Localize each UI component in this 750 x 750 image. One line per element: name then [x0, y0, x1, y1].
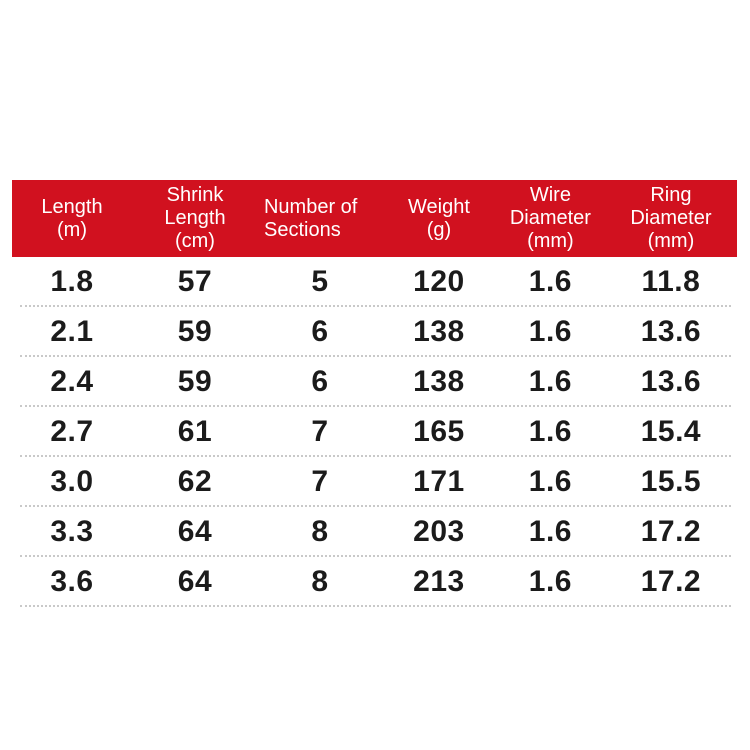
table-cell: 8	[311, 515, 329, 548]
table-row: 3.6 64 8 213 1.6 17.2	[12, 557, 737, 607]
table-cell: 17.2	[640, 515, 702, 548]
table-cell: 13.6	[640, 365, 702, 398]
table-cell: 2.4	[50, 365, 94, 398]
table-cell: 62	[177, 465, 213, 498]
col-header-wire-diameter: Wire Diameter (mm)	[509, 184, 591, 252]
table-row: 2.4 59 6 138 1.6 13.6	[12, 357, 737, 407]
table-cell: 1.6	[528, 265, 572, 298]
table-cell: 138	[413, 365, 465, 398]
table-row: 2.7 61 7 165 1.6 15.4	[12, 407, 737, 457]
table-cell: 6	[311, 315, 329, 348]
spec-table: Length (m) Shrink Length (cm) Number of …	[12, 180, 737, 607]
table-cell: 165	[413, 415, 465, 448]
table-cell: 7	[311, 465, 329, 498]
table-row: 3.3 64 8 203 1.6 17.2	[12, 507, 737, 557]
table-cell: 7	[311, 415, 329, 448]
table-cell: 203	[413, 515, 465, 548]
table-cell: 15.4	[640, 415, 702, 448]
table-cell: 64	[177, 565, 213, 598]
table-row: 3.0 62 7 171 1.6 15.5	[12, 457, 737, 507]
table-cell: 1.6	[528, 415, 572, 448]
table-cell: 138	[413, 315, 465, 348]
table-header: Length (m) Shrink Length (cm) Number of …	[12, 180, 737, 257]
table-cell: 3.6	[50, 565, 94, 598]
table-cell: 5	[311, 265, 329, 298]
col-header-sections: Number of Sections	[263, 195, 358, 241]
col-header-length: Length (m)	[41, 195, 103, 241]
table-row: 2.1 59 6 138 1.6 13.6	[12, 307, 737, 357]
table-cell: 1.6	[528, 365, 572, 398]
table-cell: 59	[177, 315, 213, 348]
table-cell: 8	[311, 565, 329, 598]
table-cell: 59	[177, 365, 213, 398]
table-cell: 11.8	[641, 265, 701, 298]
col-header-shrink-length: Shrink Length (cm)	[164, 184, 226, 252]
table-body: 1.8 57 5 120 1.6 11.8 2.1 59 6 138 1.6 1…	[12, 257, 737, 607]
col-header-weight: Weight (g)	[407, 195, 470, 241]
table-cell: 1.8	[50, 265, 94, 298]
table-cell: 2.1	[50, 315, 94, 348]
table-cell: 171	[413, 465, 465, 498]
table-cell: 64	[177, 515, 213, 548]
table-cell: 1.6	[528, 465, 572, 498]
table-cell: 1.6	[528, 515, 572, 548]
table-cell: 17.2	[640, 565, 702, 598]
table-cell: 1.6	[528, 565, 572, 598]
table-cell: 61	[177, 415, 213, 448]
table-cell: 15.5	[640, 465, 702, 498]
col-header-ring-diameter: Ring Diameter (mm)	[630, 184, 712, 252]
table-cell: 57	[177, 265, 213, 298]
table-cell: 1.6	[528, 315, 572, 348]
table-cell: 3.0	[50, 465, 94, 498]
table-cell: 6	[311, 365, 329, 398]
table-row: 1.8 57 5 120 1.6 11.8	[12, 257, 737, 307]
table-cell: 2.7	[50, 415, 94, 448]
table-cell: 3.3	[50, 515, 94, 548]
table-cell: 213	[413, 565, 465, 598]
table-cell: 120	[413, 265, 465, 298]
table-cell: 13.6	[640, 315, 702, 348]
